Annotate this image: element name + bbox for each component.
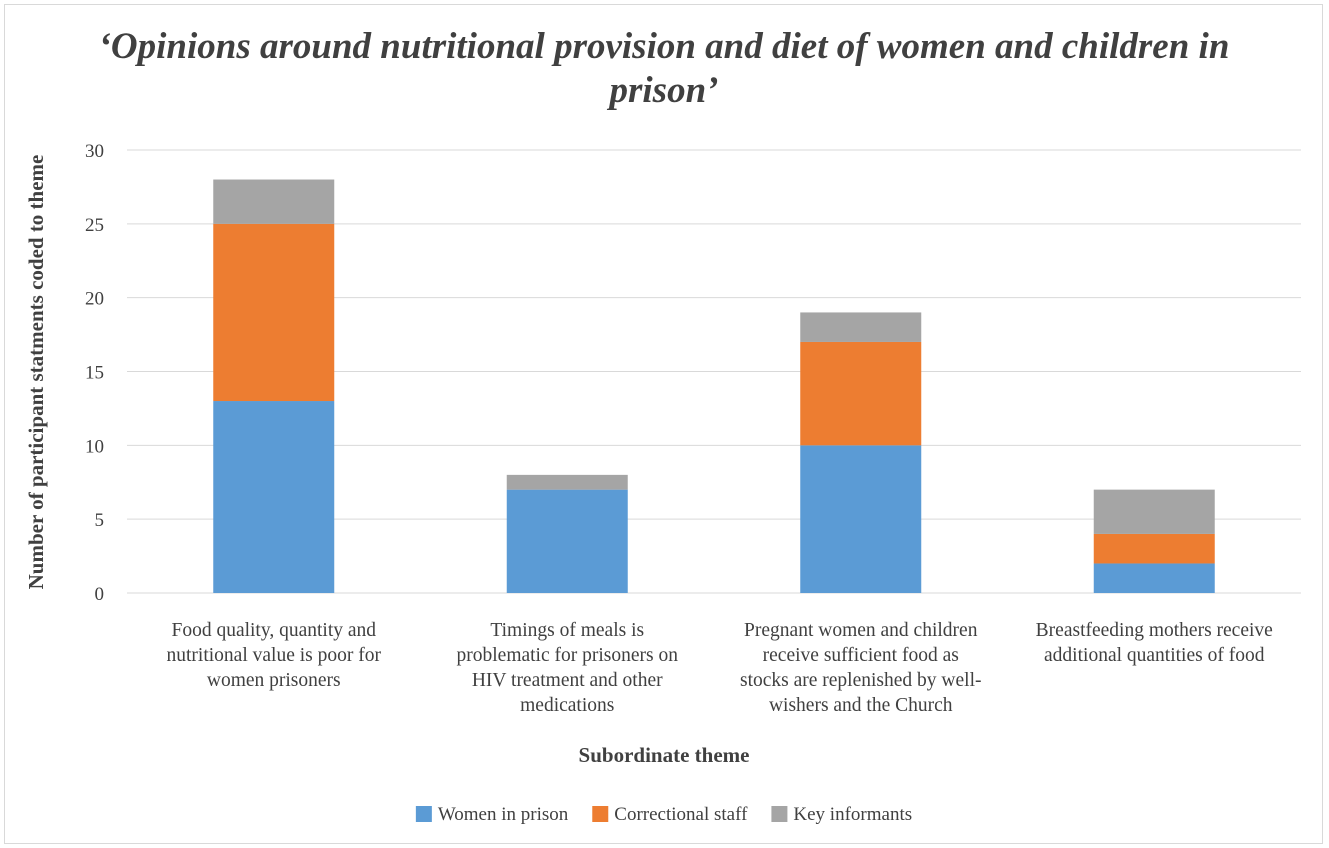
legend-label: Correctional staff [614, 804, 748, 825]
bar-women-in-prison-1 [213, 401, 335, 593]
bars [213, 179, 1215, 593]
bar-women-in-prison-3 [800, 445, 922, 593]
legend-swatch [415, 806, 432, 822]
y-tick-label: 30 [85, 141, 104, 162]
x-category-label: Breastfeeding mothers receive additional … [1036, 620, 1273, 666]
x-axis-categories: Food quality, quantity and nutritional va… [167, 620, 1273, 716]
y-axis-ticks: 0 5 10 15 20 25 30 [85, 141, 104, 605]
y-tick-label: 10 [85, 436, 104, 457]
legend: Women in prison Correctional staff Key inf… [415, 804, 912, 825]
bar-correctional-staff-4 [1093, 533, 1215, 564]
bar-key-informants-4 [1093, 489, 1215, 534]
bar-correctional-staff-1 [213, 223, 335, 402]
x-category-label: Timings of meals is problematic for priso… [457, 620, 679, 716]
legend-swatch [771, 806, 788, 822]
chart-title-line-1: ‘Opinions around nutritional provision a… [99, 26, 1230, 67]
y-tick-label: 25 [85, 215, 104, 236]
x-category-label: Food quality, quantity and nutritional va… [167, 620, 382, 691]
bar-key-informants-3 [800, 312, 922, 342]
y-tick-label: 5 [95, 510, 105, 531]
chart-title: ‘Opinions around nutritional provision a… [99, 26, 1230, 111]
bar-key-informants-2 [506, 474, 628, 490]
bar-key-informants-1 [213, 179, 335, 224]
x-category-label: Pregnant women and children receive suffi… [740, 620, 982, 716]
legend-swatch [592, 806, 609, 822]
x-axis-title: Subordinate theme [579, 743, 750, 767]
legend-label: Women in prison [438, 804, 569, 825]
y-tick-label: 0 [95, 584, 105, 605]
bar-women-in-prison-4 [1093, 563, 1215, 593]
y-tick-label: 15 [85, 363, 104, 384]
y-tick-label: 20 [85, 289, 104, 310]
y-axis-title: Number of participant statments coded to… [24, 155, 48, 590]
bar-correctional-staff-3 [800, 341, 922, 446]
bar-women-in-prison-2 [506, 489, 628, 593]
legend-label: Key informants [793, 804, 912, 825]
chart-title-line-2: prison’ [607, 70, 719, 111]
